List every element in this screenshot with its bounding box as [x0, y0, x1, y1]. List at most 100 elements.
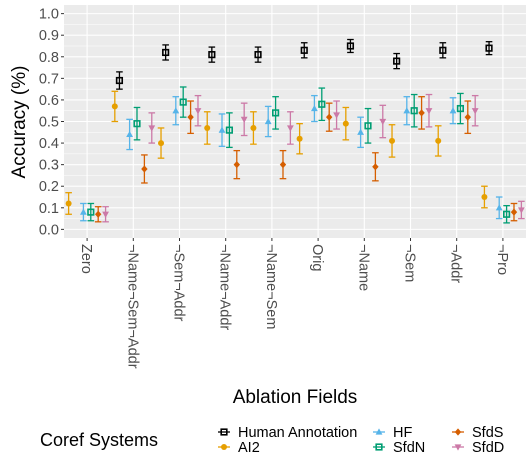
data-point	[225, 126, 233, 134]
y-tick-label: 0.5	[39, 115, 59, 131]
legend-key-marker	[375, 428, 383, 435]
data-point	[94, 210, 102, 218]
data-point	[254, 51, 262, 59]
data-point	[296, 135, 303, 142]
data-point	[456, 104, 464, 113]
x-tick-label-not-pro: ¬Pro	[494, 244, 510, 275]
data-point	[471, 108, 479, 115]
y-tick-label: 0.2	[39, 179, 59, 195]
data-point	[311, 104, 318, 112]
grid-lines	[64, 5, 526, 238]
data-point	[485, 44, 493, 52]
data-point	[172, 107, 180, 114]
x-tick-label-not-namenot-sem: ¬Name¬Sem	[263, 244, 279, 329]
series-sfds	[94, 96, 518, 223]
data-point	[208, 51, 216, 59]
data-point	[218, 126, 226, 133]
legend-label: HF	[393, 425, 412, 441]
y-tick-label: 0.9	[39, 28, 59, 44]
data-point	[111, 103, 118, 110]
y-tick-label: 0.0	[39, 222, 59, 238]
data-point	[148, 125, 156, 132]
data-point	[187, 113, 194, 121]
data-point	[80, 208, 87, 215]
legend-entry-ai2: AI2	[218, 440, 260, 454]
x-tick-label-zero: Zero	[78, 244, 94, 274]
data-point	[240, 116, 248, 123]
legend-label: Human Annotation	[238, 425, 357, 441]
y-tick-label: 0.1	[39, 201, 59, 217]
data-point	[300, 46, 308, 54]
data-point	[403, 107, 411, 114]
data-point	[250, 124, 257, 131]
data-point	[418, 109, 425, 117]
data-point	[271, 109, 280, 117]
y-tick-label: 0.6	[39, 93, 59, 109]
data-point	[410, 107, 418, 115]
legend-entry-sfdn: SfdN	[373, 440, 425, 454]
data-point	[65, 200, 72, 207]
y-axis-title: Accuracy (%)	[9, 66, 30, 179]
legend-key-marker	[454, 444, 462, 451]
data-point	[162, 48, 170, 57]
x-tick-label-not-name: ¬Name	[355, 244, 371, 291]
legend-key-marker	[375, 443, 383, 451]
x-axis-title: Ablation Fields	[233, 387, 358, 408]
x-tick-label-not-namenot-addr: ¬Name¬Addr	[217, 244, 233, 330]
y-tick-label: 0.8	[39, 50, 59, 66]
data-point	[495, 204, 503, 211]
data-point	[464, 113, 471, 121]
legend-key-marker	[220, 428, 228, 436]
legend-key-marker	[221, 444, 227, 450]
series-ai2	[65, 90, 488, 215]
data-point	[342, 120, 349, 127]
data-point	[87, 208, 95, 216]
legend-entry-hf: HF	[373, 425, 412, 441]
data-point	[141, 165, 148, 173]
y-tick-label: 1.0	[39, 7, 59, 23]
data-point	[389, 137, 396, 144]
legend-title: Coref Systems	[40, 430, 158, 450]
data-point	[264, 117, 272, 125]
data-point	[194, 108, 202, 115]
x-tick-label-not-sem: ¬Sem	[402, 244, 418, 282]
data-point	[279, 161, 287, 169]
series-hf	[80, 94, 503, 222]
x-tick-label-not-addr: ¬Addr	[448, 244, 464, 283]
data-point	[502, 210, 511, 218]
data-point	[133, 120, 141, 128]
data-point	[510, 208, 518, 216]
x-axis: Zero ¬Name¬Sem¬Addr ¬Sem¬Addr ¬Name¬Addr ¬Na…	[78, 238, 510, 369]
legend-label: SfdN	[393, 440, 425, 454]
data-point	[102, 211, 109, 218]
y-tick-label: 0.3	[39, 158, 59, 174]
y-tick-label: 0.4	[39, 136, 59, 152]
data-point	[425, 108, 433, 115]
series-sfdd	[102, 93, 525, 223]
legend-entry-sfdd: SfdD	[452, 440, 504, 454]
series-human-annotation	[115, 38, 493, 90]
data-marks	[65, 38, 525, 224]
data-point	[517, 207, 525, 214]
data-point	[126, 130, 134, 138]
data-point	[481, 194, 488, 201]
data-point	[364, 122, 372, 130]
data-point	[379, 118, 387, 126]
data-point	[393, 57, 401, 65]
x-tick-label-not-namenot-semnot-addr: ¬Name¬Sem¬Addr	[124, 244, 140, 369]
data-point	[286, 125, 294, 132]
data-point	[346, 42, 355, 50]
data-point	[204, 124, 211, 131]
data-point	[158, 140, 165, 147]
legend-label: AI2	[238, 440, 260, 454]
y-tick-label: 0.7	[39, 71, 59, 87]
data-point	[318, 100, 326, 108]
legend-key-marker	[454, 428, 462, 436]
legend-entry-human-annotation: Human Annotation	[218, 425, 357, 441]
data-point	[333, 112, 340, 119]
data-point	[325, 113, 333, 121]
x-tick-label-not-semnot-addr: ¬Sem¬Addr	[171, 244, 187, 322]
y-axis: 0.0 0.1 0.2 0.3 0.4 0.5 0.6 0.7 0.8 0.9 1.0	[39, 7, 64, 238]
legend-entry-sfds: SfdS	[452, 425, 503, 441]
